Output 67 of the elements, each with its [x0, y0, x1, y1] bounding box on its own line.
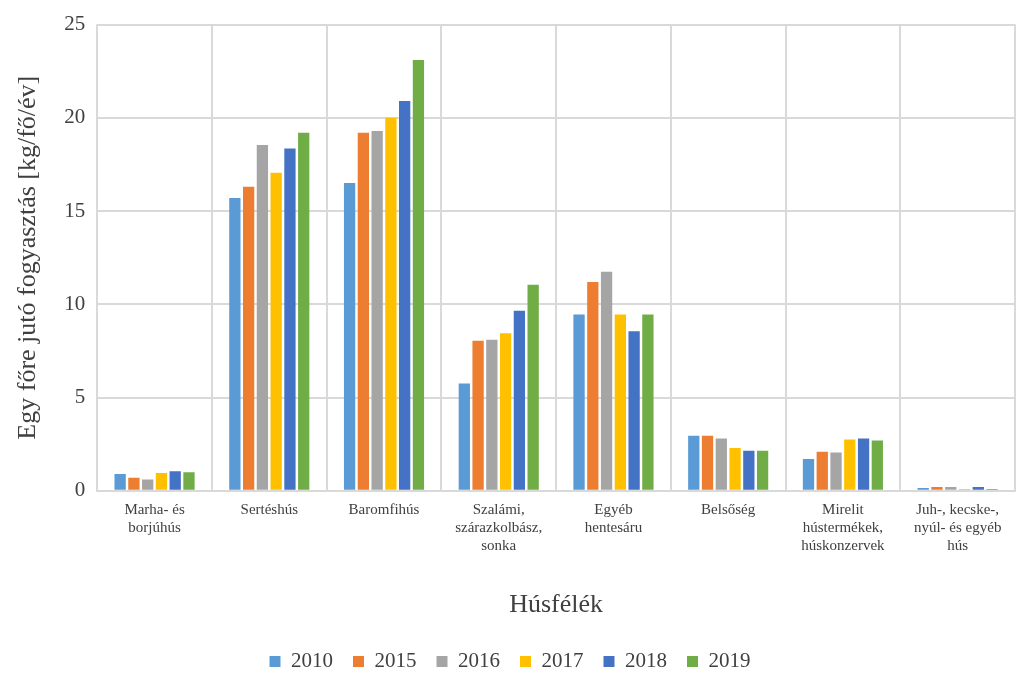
bar: [229, 198, 241, 490]
bar: [256, 144, 269, 490]
bar: [600, 271, 613, 490]
x-tick-label: Szalámi, szárazkolbász, sonka: [455, 500, 543, 553]
bar: [729, 447, 741, 490]
bar: [931, 487, 943, 490]
legend-label: 2016: [458, 648, 500, 673]
x-tick-label: Mirelit hústermékek, húskonzervek: [801, 500, 886, 553]
bar: [472, 340, 484, 490]
x-tick-label: Sertéshús: [240, 500, 299, 517]
bar: [715, 438, 727, 490]
legend-label: 2017: [541, 648, 584, 673]
bar: [688, 435, 700, 490]
legend-label: 2018: [625, 648, 667, 673]
bar: [270, 172, 282, 490]
bar: [816, 451, 828, 490]
legend-label: 2019: [708, 648, 751, 673]
bar: [830, 452, 842, 490]
bar: [614, 314, 626, 490]
bar: [628, 331, 640, 490]
bar: [371, 130, 383, 490]
y-tick-label: 0: [74, 477, 86, 502]
bar: [242, 186, 255, 490]
y-tick-label: 20: [64, 104, 86, 129]
bar: [871, 440, 883, 490]
bar: [343, 183, 356, 490]
x-axis-title: Húsfélék: [509, 589, 604, 619]
y-tick-label: 25: [64, 11, 86, 36]
bar: [844, 439, 856, 490]
bar: [513, 310, 526, 490]
bar: [169, 471, 181, 490]
bar: [284, 148, 296, 490]
legend-label: 2015: [374, 648, 417, 673]
x-tick-label: Egyéb hentesáru: [584, 500, 643, 535]
bar: [743, 450, 755, 490]
bar: [357, 132, 370, 490]
bar: [701, 435, 714, 490]
bar: [486, 339, 498, 490]
x-tick-label: Juh-, kecske-, nyúl- és egyéb hús: [913, 500, 1002, 553]
bar: [642, 314, 654, 490]
bar: [412, 60, 425, 490]
bar: [183, 472, 195, 490]
x-tick-label: Marha- és borjúhús: [124, 500, 185, 535]
y-tick-label: 5: [74, 384, 86, 409]
bar: [155, 473, 168, 490]
bar: [298, 132, 310, 490]
bar: [587, 281, 599, 490]
bar: [857, 438, 870, 490]
y-axis-title: Egy főre jutó fogyasztás [kg/fő/év]: [12, 75, 42, 440]
bar: [385, 117, 397, 490]
bar: [458, 383, 470, 490]
bar: [142, 479, 154, 490]
bar: [802, 459, 815, 490]
x-tick-label: Baromfihús: [348, 500, 420, 517]
bar: [114, 474, 126, 490]
bar: [399, 101, 411, 490]
y-tick-label: 10: [64, 290, 86, 315]
bar: [945, 487, 957, 490]
y-tick-label: 15: [64, 197, 86, 222]
x-tick-label: Belsőség: [701, 500, 756, 517]
bar: [499, 333, 512, 490]
bar: [573, 314, 585, 490]
bar: [972, 487, 984, 490]
legend-label: 2010: [291, 648, 333, 673]
bar: [128, 477, 140, 490]
bar: [756, 450, 769, 490]
bar: [527, 284, 539, 490]
